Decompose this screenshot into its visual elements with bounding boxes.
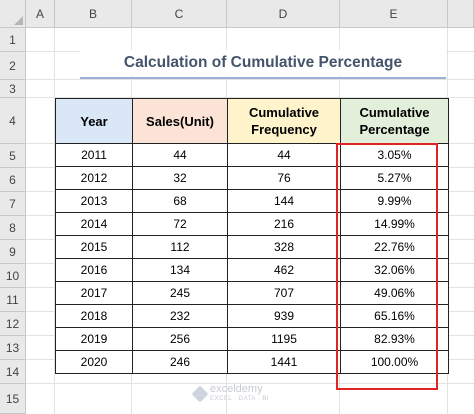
row-header-4[interactable]: 4 [0,98,26,144]
table-row: 2014 72 216 14.99% [55,212,449,236]
frequency-cell[interactable]: 1441 [227,350,341,374]
table-row: 2013 68 144 9.99% [55,189,449,213]
frequency-cell[interactable]: 939 [227,304,341,328]
year-cell[interactable]: 2014 [55,212,133,236]
sales-cell[interactable]: 68 [132,189,228,213]
sheet-title[interactable]: Calculation of Cumulative Percentage [80,50,446,76]
column-header-d[interactable]: D [227,0,340,28]
frequency-cell[interactable]: 144 [227,189,341,213]
header-cumulative-percentage[interactable]: Cumulative Percentage [340,98,449,144]
sales-cell[interactable]: 72 [132,212,228,236]
row-header-1[interactable]: 1 [0,28,26,52]
row-header-14[interactable]: 14 [0,360,26,384]
percentage-cell[interactable]: 65.16% [340,304,449,328]
year-cell[interactable]: 2015 [55,235,133,259]
column-header-c[interactable]: C [132,0,227,28]
column-header-e[interactable]: E [340,0,448,28]
year-cell[interactable]: 2018 [55,304,133,328]
watermark-name: exceldemy [210,383,263,395]
frequency-cell[interactable]: 707 [227,281,341,305]
sales-cell[interactable]: 245 [132,281,228,305]
table-row: 2019 256 1195 82.93% [55,327,449,351]
frequency-cell[interactable]: 328 [227,235,341,259]
sales-cell[interactable]: 32 [132,166,228,190]
column-header-f[interactable] [448,0,474,28]
table-row: 2017 245 707 49.06% [55,281,449,305]
row-header-10[interactable]: 10 [0,264,26,288]
percentage-cell[interactable]: 5.27% [340,166,449,190]
sales-cell[interactable]: 246 [132,350,228,374]
select-all-corner[interactable] [0,0,26,28]
header-year[interactable]: Year [55,98,133,144]
watermark-tagline: EXCEL · DATA · BI [210,396,270,402]
select-all-triangle-icon [14,16,23,25]
sales-cell[interactable]: 232 [132,304,228,328]
sales-cell[interactable]: 256 [132,327,228,351]
percentage-cell[interactable]: 32.06% [340,258,449,282]
row-header-2[interactable]: 2 [0,52,26,80]
frequency-cell[interactable]: 216 [227,212,341,236]
header-sales[interactable]: Sales(Unit) [132,98,228,144]
percentage-cell[interactable]: 100.00% [340,350,449,374]
year-cell[interactable]: 2016 [55,258,133,282]
frequency-cell[interactable]: 462 [227,258,341,282]
frequency-cell[interactable]: 1195 [227,327,341,351]
percentage-cell[interactable]: 14.99% [340,212,449,236]
percentage-cell[interactable]: 22.76% [340,235,449,259]
header-cumulative-frequency[interactable]: Cumulative Frequency [227,98,341,144]
header-freq-line1: Cumulative [248,105,320,120]
year-cell[interactable]: 2012 [55,166,133,190]
row-header-11[interactable]: 11 [0,288,26,312]
table-row: 2018 232 939 65.16% [55,304,449,328]
row-header-6[interactable]: 6 [0,168,26,192]
year-cell[interactable]: 2017 [55,281,133,305]
table-row: 2020 246 1441 100.00% [55,350,449,374]
row-header-8[interactable]: 8 [0,216,26,240]
row-header-3[interactable]: 3 [0,80,26,98]
watermark: exceldemy EXCEL · DATA · BI [191,383,270,404]
row-header-13[interactable]: 13 [0,336,26,360]
frequency-cell[interactable]: 76 [227,166,341,190]
sales-cell[interactable]: 134 [132,258,228,282]
year-cell[interactable]: 2020 [55,350,133,374]
row-header-15[interactable]: 15 [0,384,26,414]
sales-cell[interactable]: 112 [132,235,228,259]
table-row: 2015 112 328 22.76% [55,235,449,259]
year-cell[interactable]: 2013 [55,189,133,213]
exceldemy-logo-icon [191,385,209,403]
percentage-cell[interactable]: 9.99% [340,189,449,213]
header-pct-line1: Cumulative [359,105,430,120]
row-header-12[interactable]: 12 [0,312,26,336]
percentage-cell[interactable]: 3.05% [340,143,449,167]
header-pct-line2: Percentage [359,122,430,137]
frequency-cell[interactable]: 44 [227,143,341,167]
percentage-cell[interactable]: 49.06% [340,281,449,305]
year-cell[interactable]: 2011 [55,143,133,167]
column-header-b[interactable]: B [55,0,132,28]
year-cell[interactable]: 2019 [55,327,133,351]
table-row: 2011 44 44 3.05% [55,143,449,167]
table-row: 2012 32 76 5.27% [55,166,449,190]
row-header-9[interactable]: 9 [0,240,26,264]
table-row: 2016 134 462 32.06% [55,258,449,282]
sales-cell[interactable]: 44 [132,143,228,167]
column-header-a[interactable]: A [26,0,55,28]
row-header-7[interactable]: 7 [0,192,26,216]
row-header-5[interactable]: 5 [0,144,26,168]
percentage-cell[interactable]: 82.93% [340,327,449,351]
data-table: Year Sales(Unit) Cumulative Frequency Cum… [55,98,449,374]
header-freq-line2: Frequency [251,122,317,137]
title-underline [80,77,446,79]
